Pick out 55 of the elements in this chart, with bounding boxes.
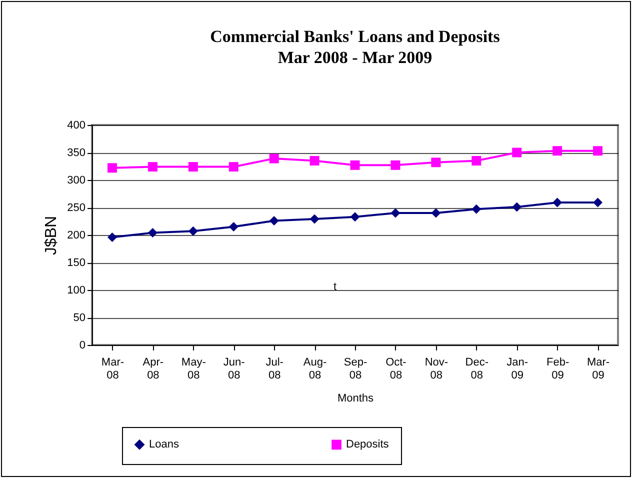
point xyxy=(188,162,198,172)
point xyxy=(107,232,117,242)
point xyxy=(269,154,279,164)
point xyxy=(593,146,603,156)
point xyxy=(472,156,482,166)
point xyxy=(390,208,400,218)
legend-label: Loans xyxy=(149,438,180,451)
y-tick-label: 50 xyxy=(73,312,86,324)
point xyxy=(512,202,522,212)
point xyxy=(552,198,562,208)
x-tick-label: Feb-09 xyxy=(546,356,570,382)
point xyxy=(269,216,279,226)
x-tick-label: Dec-08 xyxy=(465,356,489,382)
point xyxy=(148,162,158,172)
x-tick-label: Jul-08 xyxy=(266,356,284,382)
chart-title: Commercial Banks' Loans and Deposits xyxy=(210,27,500,46)
y-tick-label: 0 xyxy=(79,340,86,352)
x-tick-label: Jan-09 xyxy=(506,356,528,382)
point xyxy=(310,156,320,166)
y-tick-label: 400 xyxy=(67,120,86,132)
x-tick-label: Jun-08 xyxy=(223,356,246,382)
point xyxy=(431,158,441,168)
point xyxy=(228,222,238,232)
y-tick-label: 150 xyxy=(67,257,86,269)
point xyxy=(148,228,158,238)
x-axis-title: Months xyxy=(337,392,374,404)
point xyxy=(472,204,482,214)
point xyxy=(593,198,603,208)
x-tick-label: Oct-08 xyxy=(386,356,407,382)
x-tick-label: Aug-08 xyxy=(303,356,327,382)
x-tick-label: Sep-08 xyxy=(344,356,368,382)
point xyxy=(552,146,562,156)
x-tick-label: May-08 xyxy=(181,356,206,382)
x-tick-label: Mar-09 xyxy=(586,356,610,382)
point xyxy=(431,208,441,218)
y-tick-label: 200 xyxy=(67,230,86,242)
point xyxy=(512,148,522,158)
annotation: t xyxy=(333,281,337,293)
point xyxy=(390,160,400,170)
point xyxy=(310,214,320,224)
y-tick-label: 300 xyxy=(67,174,86,186)
x-tick-label: Nov-08 xyxy=(424,356,448,382)
y-tick-label: 100 xyxy=(67,284,86,296)
chart-subtitle: Mar 2008 - Mar 2009 xyxy=(278,48,432,67)
y-tick-label: 250 xyxy=(67,202,86,214)
point xyxy=(188,226,198,236)
y-axis-title: J$BN xyxy=(43,216,60,256)
y-tick-label: 350 xyxy=(67,147,86,159)
point xyxy=(107,163,117,173)
legend-label: Deposits xyxy=(346,438,390,451)
point xyxy=(350,212,360,222)
x-tick-label: Mar-08 xyxy=(101,356,124,382)
x-tick-label: Apr-08 xyxy=(142,356,164,382)
point xyxy=(350,160,360,170)
point xyxy=(228,162,238,172)
